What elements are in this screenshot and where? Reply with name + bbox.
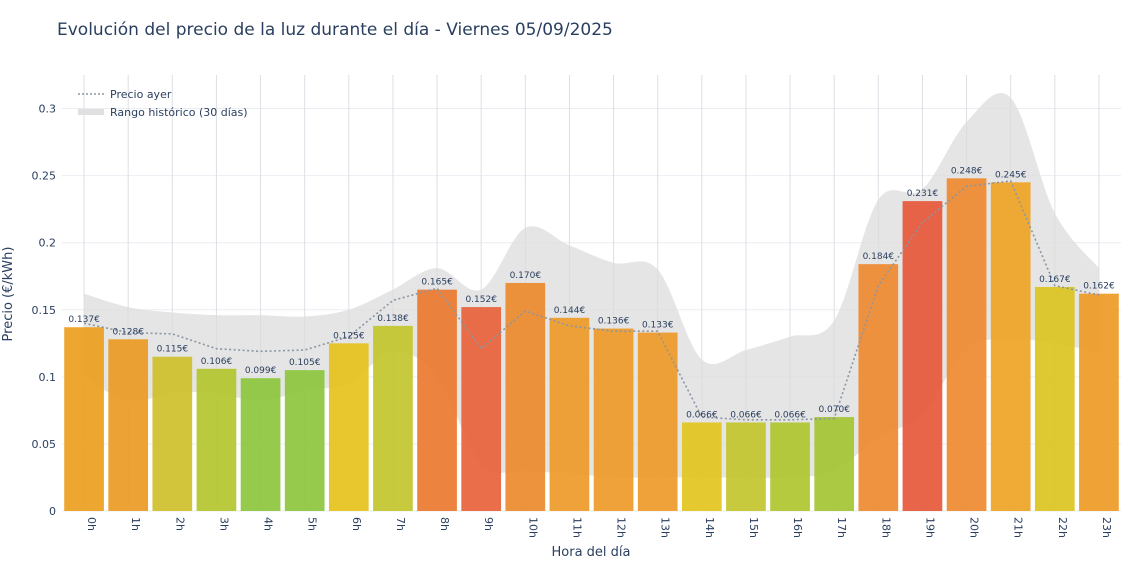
bar-value-label: 0.152€ <box>465 295 497 305</box>
price-bar-19h <box>902 201 943 511</box>
price-bar-10h <box>505 282 546 511</box>
y-tick-label: 0 <box>49 505 56 518</box>
x-tick-label: 18h <box>879 517 892 538</box>
price-bar-1h <box>108 339 149 511</box>
x-tick-label: 7h <box>394 517 407 531</box>
bar-value-label: 0.162€ <box>1083 282 1115 292</box>
price-bar-3h <box>196 368 237 511</box>
y-tick-label: 0.3 <box>39 103 57 116</box>
x-tick-label: 2h <box>173 517 186 531</box>
x-tick-label: 22h <box>1056 517 1069 538</box>
price-bar-4h <box>240 378 281 511</box>
bar-value-label: 0.137€ <box>68 315 100 325</box>
price-bar-16h <box>770 422 810 511</box>
x-tick-label: 14h <box>703 517 716 538</box>
x-tick-label: 1h <box>129 517 142 531</box>
price-bar-0h <box>64 327 104 511</box>
bar-value-label: 0.144€ <box>554 306 586 316</box>
price-bar-18h <box>858 264 899 511</box>
x-tick-label: 12h <box>615 517 628 538</box>
x-tick-label: 6h <box>350 517 363 531</box>
price-bar-15h <box>726 422 766 511</box>
x-tick-label: 5h <box>306 517 319 531</box>
bar-value-label: 0.133€ <box>642 321 674 331</box>
price-bar-8h <box>417 289 457 511</box>
x-tick-label: 20h <box>968 517 981 538</box>
x-tick-label: 15h <box>747 517 760 538</box>
price-bar-5h <box>284 370 325 511</box>
legend-item-yesterday: Precio ayer <box>110 88 172 101</box>
chart-title: Evolución del precio de la luz durante e… <box>57 20 613 40</box>
bar-value-label: 0.115€ <box>157 345 189 355</box>
price-bar-7h <box>373 325 413 511</box>
bar-value-label: 0.170€ <box>510 271 542 281</box>
price-bar-21h <box>990 182 1031 512</box>
bar-value-label: 0.231€ <box>907 189 939 199</box>
bar-value-label: 0.070€ <box>818 405 850 415</box>
bar-value-label: 0.066€ <box>686 410 718 420</box>
x-tick-label: 23h <box>1100 517 1113 538</box>
y-axis-title: Precio (€/kWh) <box>1 247 16 342</box>
x-tick-label: 10h <box>526 517 539 538</box>
bar-value-label: 0.099€ <box>245 366 277 376</box>
x-tick-label: 16h <box>791 517 804 538</box>
price-bars <box>64 178 1119 512</box>
x-tick-label: 13h <box>659 517 672 538</box>
bar-value-label: 0.167€ <box>1039 275 1071 285</box>
bar-value-label: 0.248€ <box>951 166 983 176</box>
price-bar-12h <box>593 328 634 511</box>
x-tick-label: 3h <box>217 517 230 531</box>
x-tick-label: 0h <box>85 517 98 531</box>
y-tick-label: 0.1 <box>39 371 57 384</box>
bar-value-label: 0.165€ <box>421 278 453 288</box>
bar-value-label: 0.066€ <box>774 410 806 420</box>
yesterday-price-path <box>83 180 1100 421</box>
bar-value-label: 0.125€ <box>333 331 365 341</box>
price-bar-6h <box>328 343 369 511</box>
price-bar-13h <box>637 332 678 511</box>
y-tick-label: 0.2 <box>39 237 57 250</box>
legend: Precio ayer Rango histórico (30 días) <box>78 88 248 119</box>
bar-value-label: 0.136€ <box>598 317 630 327</box>
y-tick-label: 0.25 <box>32 170 57 183</box>
x-tick-label: 8h <box>438 517 451 531</box>
x-axis-title: Hora del día <box>552 545 631 560</box>
price-bar-14h <box>681 422 722 511</box>
bar-value-label: 0.184€ <box>863 252 895 262</box>
bar-value-labels: 0.137€ 0.128€ 0.115€ 0.106€ 0.099€ 0.105€ 0.12… <box>68 166 1115 420</box>
x-tick-label: 21h <box>1012 517 1025 538</box>
x-tick-label: 19h <box>923 517 936 538</box>
price-bar-23h <box>1079 293 1119 511</box>
x-tick-label: 17h <box>835 517 848 538</box>
price-bar-9h <box>461 307 502 511</box>
price-bar-22h <box>1034 286 1075 511</box>
price-bar-11h <box>549 317 590 511</box>
bar-value-label: 0.066€ <box>730 410 762 420</box>
bar-value-label: 0.128€ <box>112 327 144 337</box>
yesterday-price-line <box>83 180 1100 421</box>
bar-value-label: 0.105€ <box>289 358 321 368</box>
legend-item-range: Rango histórico (30 días) <box>110 106 248 119</box>
price-bar-20h <box>946 178 987 511</box>
y-tick-label: 0.15 <box>32 304 57 317</box>
bar-value-label: 0.245€ <box>995 170 1027 180</box>
x-tick-label: 4h <box>262 517 275 531</box>
y-tick-label: 0.05 <box>32 438 57 451</box>
bar-value-label: 0.138€ <box>377 314 409 324</box>
x-tick-label: 9h <box>482 517 495 531</box>
bar-value-label: 0.106€ <box>201 357 233 367</box>
price-bar-2h <box>152 356 193 511</box>
x-tick-label: 11h <box>570 517 583 538</box>
price-bar-17h <box>814 417 855 511</box>
axes: Precio (€/kWh) Hora del día 0 0.05 0.1 0.15… <box>1 103 1113 560</box>
